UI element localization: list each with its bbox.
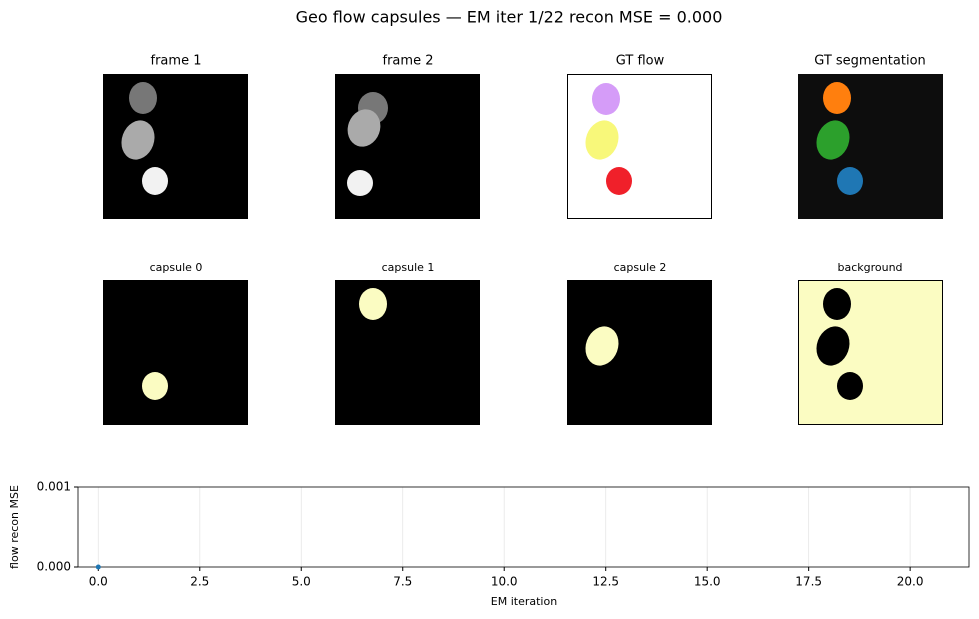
panel-title: background <box>837 261 902 274</box>
x-tick-label: 7.5 <box>393 575 412 589</box>
gt-segmentation <box>798 74 943 219</box>
gt-flow <box>567 74 712 219</box>
x-tick-label: 17.5 <box>795 575 822 589</box>
y-axis-label: flow recon MSE <box>8 485 21 569</box>
background-panel <box>798 280 943 425</box>
panel-title: frame 2 <box>383 54 434 69</box>
panel-title: GT flow <box>616 54 665 69</box>
frame-1 <box>103 74 248 219</box>
x-tick-label: 2.5 <box>190 575 209 589</box>
capsule-1 <box>335 280 480 425</box>
x-tick-label: 15.0 <box>694 575 721 589</box>
panel-title: capsule 1 <box>382 261 435 274</box>
x-tick-label: 10.0 <box>491 575 518 589</box>
panel-title: frame 1 <box>151 54 202 69</box>
x-tick-label: 12.5 <box>592 575 619 589</box>
panel-title: capsule 2 <box>614 261 667 274</box>
capsule-2 <box>567 280 712 425</box>
panel-title: capsule 0 <box>150 261 203 274</box>
panel-title: GT segmentation <box>814 54 926 69</box>
x-tick-label: 0.0 <box>89 575 108 589</box>
x-axis-label: EM iteration <box>491 595 557 608</box>
plot-frame <box>77 486 970 568</box>
figure-title: Geo flow capsules — EM iter 1/22 recon M… <box>296 8 723 27</box>
point <box>95 564 101 570</box>
panel-titles: frame 1 frame 2 GT flow GT segmentation … <box>150 54 926 275</box>
capsule-0 <box>103 280 248 425</box>
x-tick-label: 20.0 <box>897 575 924 589</box>
y-tick-label: 0.001 <box>37 480 71 494</box>
y-tick-label: 0.000 <box>37 560 71 574</box>
frame-2 <box>335 74 480 219</box>
x-tick-label: 5.0 <box>292 575 311 589</box>
